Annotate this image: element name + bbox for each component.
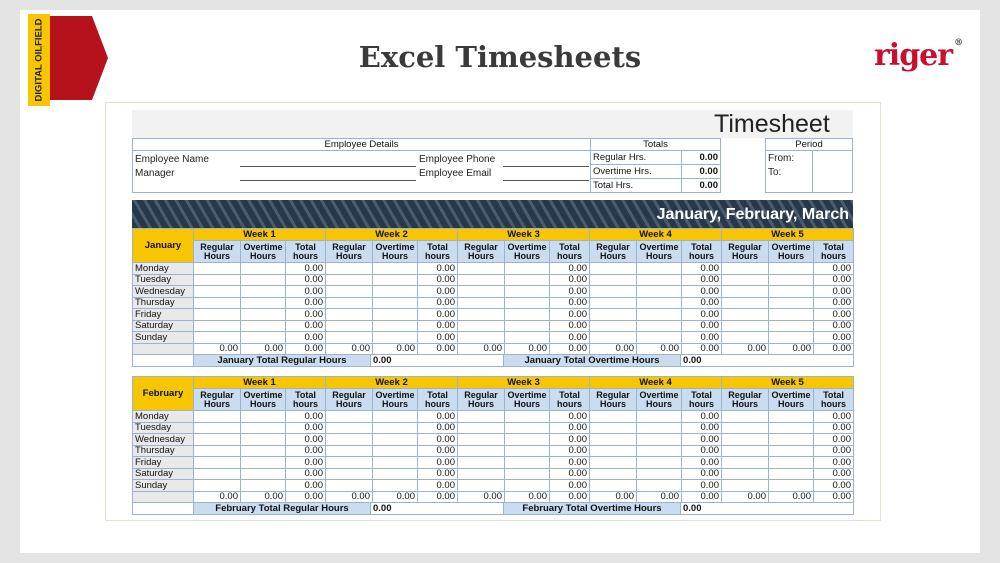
totals-value: 0.00 [681,178,721,193]
badge-strip [28,14,50,106]
column-header: Regular Hours [589,240,637,263]
column-header: Total hours [285,388,326,411]
summary-value: 0.00 [370,502,504,515]
column-header: Total hours [549,388,590,411]
period-label: From: [768,153,795,164]
period-label: To: [768,167,782,178]
month-banner: January, February, March [132,200,853,229]
details-header: Employee Details [132,138,591,151]
summary-label: January Total Overtime Hours [503,354,681,367]
summary-value: 0.00 [680,354,854,367]
summary-label: February Total Overtime Hours [503,502,681,515]
timesheet: Timesheet Employee Details Employee Name Ma… [105,102,881,521]
month-name: January [132,228,194,263]
column-header: Regular Hours [457,388,505,411]
column-header: Total hours [813,240,854,263]
totals-value: 0.00 [681,150,721,165]
column-header: Overtime Hours [504,388,550,411]
column-header: Regular Hours [193,240,241,263]
column-header: Regular Hours [721,388,769,411]
column-header: Regular Hours [457,240,505,263]
logo-mark: ® [954,38,963,48]
logo: riger ® [874,38,963,73]
logo-text: riger [874,38,953,73]
column-header: Overtime Hours [636,388,682,411]
badge: DIGITAL OILFIELD [28,14,108,106]
column-header: Total hours [681,388,722,411]
period-divider [812,150,853,193]
sheet-title: Timesheet [714,110,830,138]
field-label: Employee Email [419,168,492,179]
column-header: Overtime Hours [372,388,418,411]
column-header: Overtime Hours [504,240,550,263]
period-header: Period [765,138,853,151]
column-header: Regular Hours [193,388,241,411]
summary-label: January Total Regular Hours [193,354,371,367]
field-line [240,180,416,181]
column-header: Total hours [285,240,326,263]
totals-label: Overtime Hrs. [590,164,682,179]
field-line [503,180,589,181]
field-label: Employee Phone [419,154,496,165]
cell [132,354,194,367]
totals-label: Total Hrs. [590,178,682,193]
totals-label: Regular Hrs. [590,150,682,165]
column-header: Overtime Hours [240,240,286,263]
slide-title: Excel Timesheets [358,40,642,74]
summary-label: February Total Regular Hours [193,502,371,515]
column-header: Total hours [549,240,590,263]
summary-value: 0.00 [680,502,854,515]
header-band [132,110,853,138]
badge-ribbon [38,16,108,100]
column-header: Regular Hours [325,240,373,263]
column-header: Overtime Hours [240,388,286,411]
field-label: Manager [135,168,175,179]
cell [132,502,194,515]
column-header: Overtime Hours [636,240,682,263]
column-header: Total hours [417,388,458,411]
field-line [503,166,589,167]
column-header: Overtime Hours [768,388,814,411]
column-header: Overtime Hours [768,240,814,263]
badge-text: DIGITAL OILFIELD [34,18,45,101]
column-header: Regular Hours [589,388,637,411]
column-header: Total hours [417,240,458,263]
summary-value: 0.00 [370,354,504,367]
column-header: Total hours [681,240,722,263]
column-header: Regular Hours [325,388,373,411]
month-name: February [132,376,194,411]
column-header: Overtime Hours [372,240,418,263]
column-header: Total hours [813,388,854,411]
column-header: Regular Hours [721,240,769,263]
field-line [240,166,416,167]
field-label: Employee Name [135,154,209,165]
totals-value: 0.00 [681,164,721,179]
